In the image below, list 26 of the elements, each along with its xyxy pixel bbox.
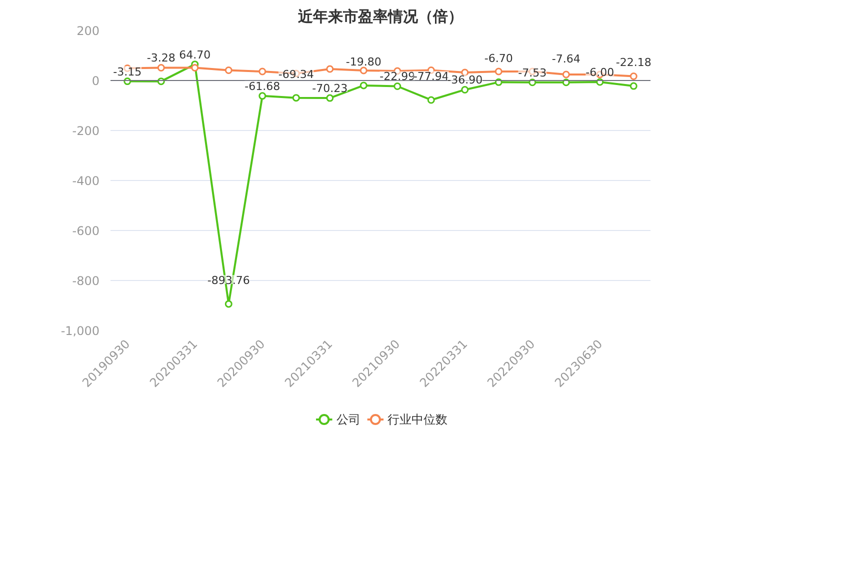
data-label: -893.76 xyxy=(207,274,250,287)
y-tick-label: 0 xyxy=(92,74,100,88)
data-label: -19.80 xyxy=(346,55,382,68)
data-label: -7.64 xyxy=(552,52,580,66)
data-label: -22.99 xyxy=(380,70,416,84)
y-tick-label: 200 xyxy=(76,24,100,38)
y-tick-label: -600 xyxy=(72,224,100,238)
data-label: -61.68 xyxy=(244,80,280,93)
y-tick-label: -1,000 xyxy=(60,324,100,338)
data-label: -69.34 xyxy=(278,68,314,81)
legend-label: 公司 xyxy=(336,412,360,426)
data-label: -77.94 xyxy=(413,70,449,83)
chart-title: 近年来市盈率情况（倍） xyxy=(297,8,463,26)
data-label: -7.53 xyxy=(518,66,547,80)
data-label: 64.70 xyxy=(179,48,211,62)
data-label: -70.23 xyxy=(312,82,348,96)
y-tick-label: -400 xyxy=(72,174,100,188)
data-label: -36.90 xyxy=(447,74,483,87)
data-label: -3.15 xyxy=(113,65,142,78)
y-tick-label: -800 xyxy=(72,274,100,288)
legend-label: 行业中位数 xyxy=(388,412,448,426)
data-label: -6.70 xyxy=(484,52,513,66)
data-label: -22.18 xyxy=(616,56,652,70)
data-label: -6.00 xyxy=(586,66,614,79)
y-tick-label: -200 xyxy=(72,124,100,138)
data-label: -3.28 xyxy=(146,51,176,64)
